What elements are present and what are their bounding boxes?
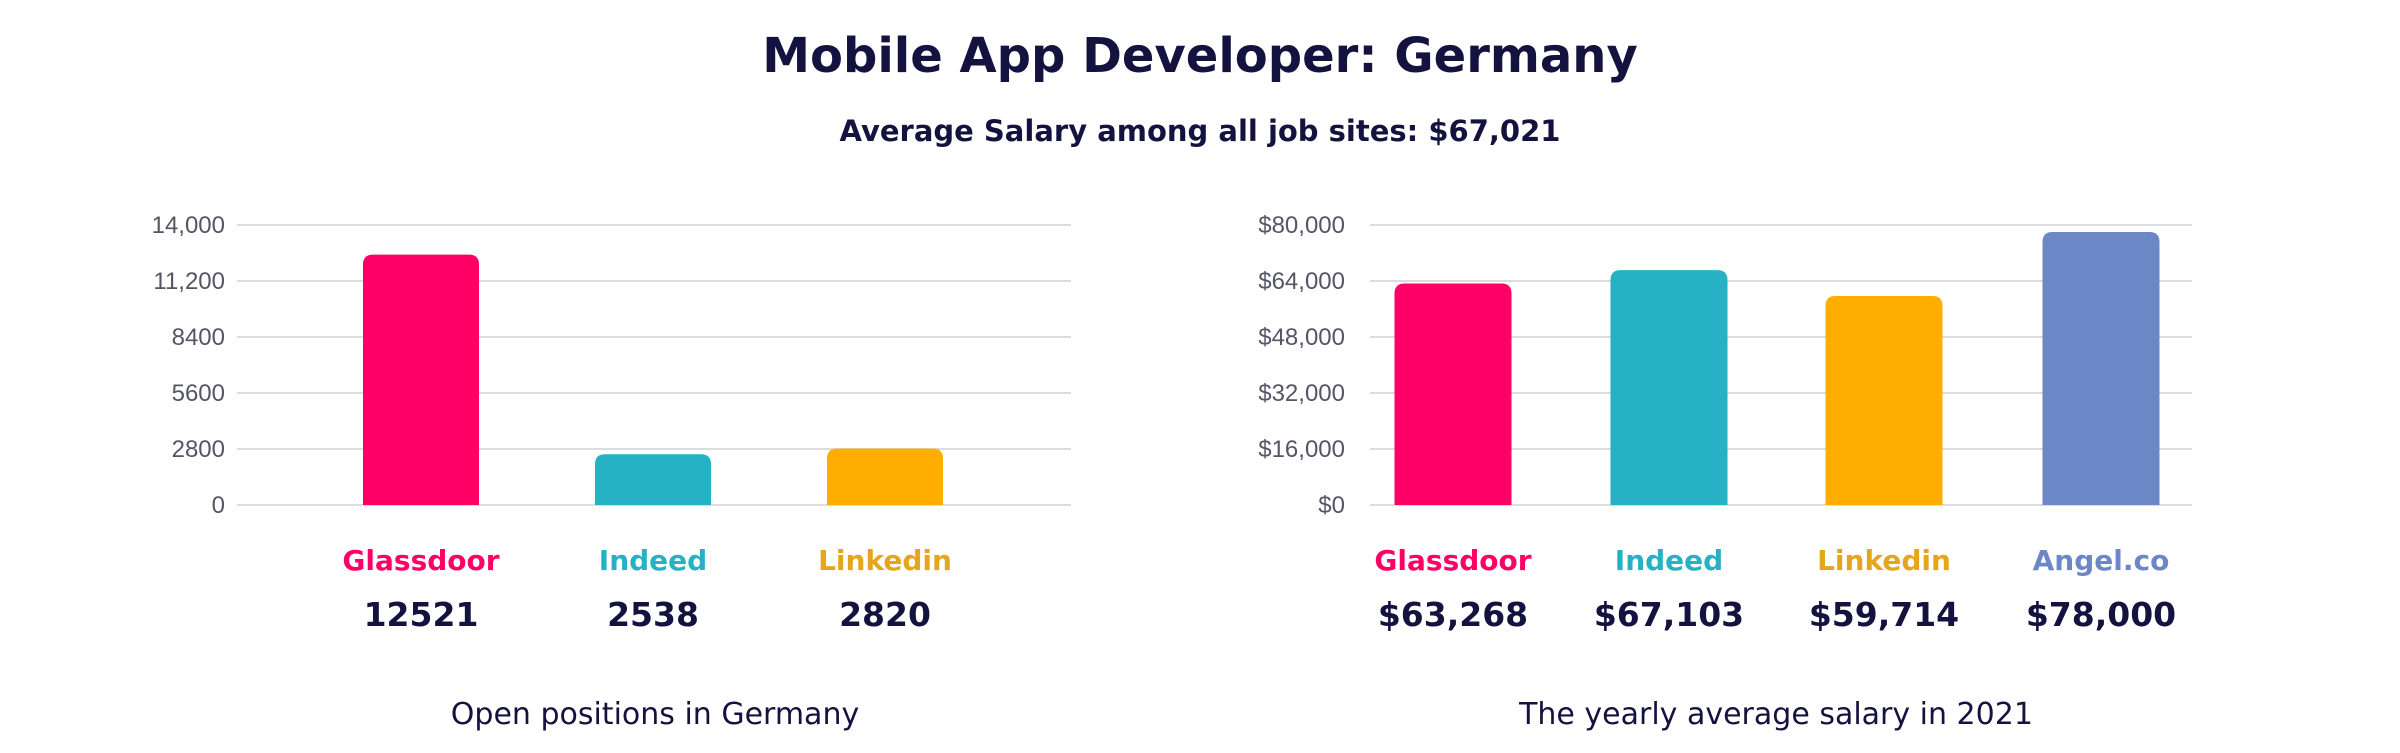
category-label: Glassdoor [342, 544, 499, 577]
category-label: Glassdoor [1374, 544, 1531, 577]
y-tick-label: 14,000 [152, 212, 225, 239]
y-tick-label: $16,000 [1258, 436, 1345, 463]
y-tick-label: 0 [212, 492, 225, 519]
y-tick-label: $48,000 [1258, 324, 1345, 351]
category-label: Linkedin [818, 544, 952, 577]
value-label: $59,714 [1809, 595, 1959, 634]
y-tick-label: $32,000 [1258, 380, 1345, 407]
y-tick-label: 2800 [172, 436, 225, 463]
bar-indeed [1610, 270, 1728, 505]
chart-caption: Open positions in Germany [451, 697, 859, 732]
category-label: Indeed [599, 544, 707, 577]
y-tick-label: 8400 [172, 324, 225, 351]
bar-linkedin [1825, 296, 1943, 505]
category-label: Linkedin [1817, 544, 1951, 577]
value-label: $67,103 [1594, 595, 1744, 634]
y-tick-label: $80,000 [1258, 212, 1345, 239]
page-title: Mobile App Developer: Germany [762, 28, 1638, 84]
value-label: 12521 [364, 595, 479, 634]
bar-angelco [2042, 232, 2160, 505]
y-tick-label: $0 [1318, 492, 1345, 519]
salary-chart: $0 $16,000 $32,000 $48,000 $64,000 $80,000 Gla… [1258, 212, 2192, 732]
value-label: 2820 [839, 595, 931, 634]
bar-glassdoor [1394, 283, 1512, 505]
open-positions-chart: 0 2800 5600 8400 11,200 14,000 Glassdoor 12521 I… [152, 212, 1071, 732]
y-tick-label: 5600 [172, 380, 225, 407]
chart-caption: The yearly average salary in 2021 [1518, 697, 2033, 732]
y-tick-label: 11,200 [153, 268, 225, 295]
value-label: 2538 [607, 595, 699, 634]
page-subtitle: Average Salary among all job sites: $67,… [840, 114, 1561, 148]
category-label: Indeed [1615, 544, 1723, 577]
value-label: $78,000 [2026, 595, 2176, 634]
bar-glassdoor [363, 254, 479, 505]
bar-linkedin [827, 448, 943, 505]
value-label: $63,268 [1378, 595, 1528, 634]
category-label: Angel.co [2033, 544, 2170, 577]
y-tick-label: $64,000 [1258, 268, 1345, 295]
bar-indeed [595, 454, 711, 505]
